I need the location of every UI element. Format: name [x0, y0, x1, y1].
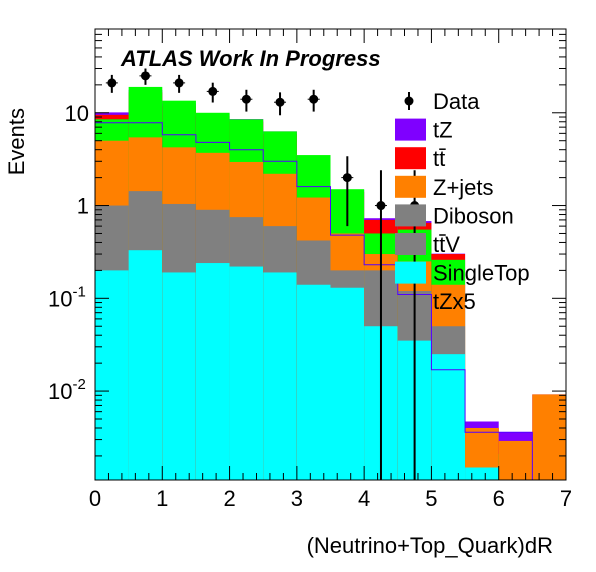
x-tick-label: 4 [358, 486, 370, 511]
y-tick-label: 10 [65, 101, 89, 126]
y-tick-label: 10-1 [48, 283, 86, 311]
data-point [376, 201, 386, 211]
legend-swatch [395, 118, 426, 141]
data-point [309, 94, 319, 104]
legend-label: SingleTop [433, 261, 530, 286]
y-axis-title: Events [4, 108, 29, 175]
data-point [107, 78, 117, 88]
data-point [275, 97, 285, 107]
atlas-label: ATLAS Work In Progress [120, 46, 381, 71]
bar-zjets [532, 394, 566, 480]
bar-singletop [263, 272, 297, 480]
bar-singletop [296, 284, 331, 480]
legend-label: Data [433, 89, 480, 114]
legend: Data tZ tt Z+jets Diboson ttV SingleTop tZx5 [395, 89, 530, 314]
data-point [342, 173, 352, 183]
bar-singletop [95, 270, 129, 480]
legend-data-marker [404, 96, 414, 106]
bar-singletop [195, 263, 230, 480]
legend-label: tZx5 [433, 289, 476, 314]
data-point [241, 94, 251, 104]
legend-label: Z+jets [433, 175, 494, 200]
x-tick-label: 2 [223, 486, 235, 511]
legend-swatch [395, 261, 426, 284]
bar-singletop [128, 250, 163, 480]
x-tick-label: 0 [89, 486, 101, 511]
bar-singletop [330, 287, 365, 480]
legend-label: ttV [433, 232, 460, 257]
data-points [105, 68, 421, 480]
bar-singletop [229, 266, 264, 480]
tzx5-outline-series [94, 122, 533, 480]
x-tick-label: 5 [425, 486, 437, 511]
bar-singletop [162, 272, 196, 480]
legend-swatch [395, 204, 426, 227]
y-tick-label: 1 [77, 194, 89, 219]
tzx5-step-line [94, 122, 533, 480]
data-point [140, 71, 150, 81]
legend-label: Diboson [433, 203, 514, 228]
x-tick-label: 3 [291, 486, 303, 511]
x-tick-label: 1 [156, 486, 168, 511]
legend-swatch [395, 175, 426, 198]
bar-zjets [498, 440, 533, 480]
data-point [174, 78, 184, 88]
legend-swatch [395, 233, 426, 255]
data-point [208, 86, 218, 96]
bar-singletop [465, 467, 499, 480]
legend-swatch [395, 147, 426, 170]
x-tick-label: 6 [493, 486, 505, 511]
x-tick-label: 7 [560, 486, 572, 511]
legend-label: tt [433, 146, 445, 171]
axes: 0 1 2 3 4 5 6 7 10-2 10-1 1 10 [48, 28, 572, 511]
x-axis-title: (Neutrino+Top_Quark)dR [307, 533, 553, 558]
y-tick-label: 10-2 [48, 376, 86, 404]
bar-singletop [431, 354, 466, 480]
legend-label: tZ [433, 118, 453, 143]
